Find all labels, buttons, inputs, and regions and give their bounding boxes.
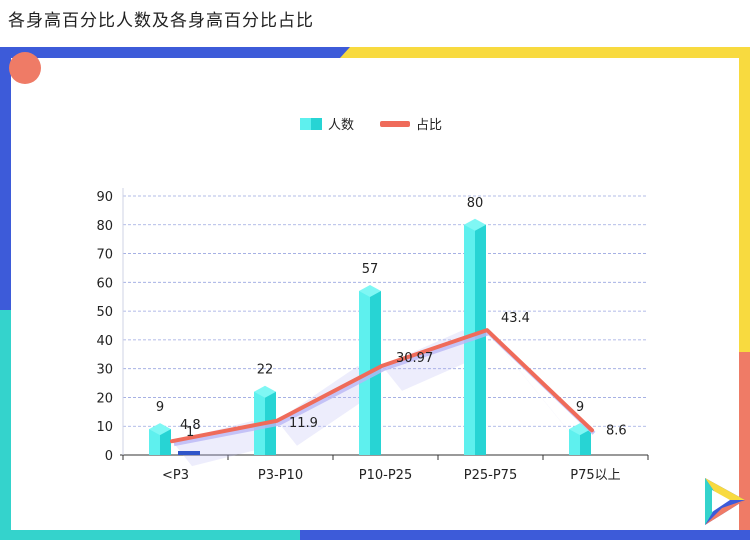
y-tick-label: 80 [96,219,113,234]
line-value-label: 11.9 [289,416,318,431]
legend-label-line: 占比 [416,118,442,133]
frame-right-yellow [739,47,750,357]
frame-bottom-blue [300,530,750,540]
bar-value-label: 22 [257,363,274,378]
small-bar [178,451,200,455]
y-tick-label: 40 [96,334,113,349]
line-value-label: 30.97 [396,351,433,366]
frame-right-coral [739,352,750,540]
bar-face-right [580,429,591,455]
line-value-label: 8.6 [606,423,627,438]
line-value-label: 4.8 [180,418,201,433]
y-tick-label: 20 [96,391,113,406]
bar-top [254,385,276,398]
bar-top [359,284,381,297]
legend: 人数 占比 [300,118,442,133]
bar-value-label: 9 [576,400,584,415]
y-tick-label: 90 [96,190,113,205]
bar-value-label: 9 [156,400,164,415]
line-shadow [487,330,588,456]
frame-corner-circle [9,52,41,84]
x-tick-label: <P3 [162,468,189,483]
bar [149,423,171,455]
y-tick-label: 50 [96,305,113,320]
frame-left-teal [0,310,11,540]
plot-area: 0 10 20 30 40 50 60 70 80 90 9 22 57 80 9 4.8 11.9 30.97 4… [96,188,649,483]
frame-top-yellow [340,47,750,58]
bar-top [464,218,486,231]
bar-face-right [475,224,486,455]
line-series [170,328,594,444]
line-value-label: 43.4 [501,311,530,326]
bar-value-label: 80 [467,196,484,211]
x-tick-label: P3-P10 [258,468,303,483]
bar-top [149,423,171,436]
x-tick-label: P25-P75 [464,468,517,483]
legend-label-bar: 人数 [328,118,354,133]
frame-bottom-teal [0,530,320,540]
bar-face-left [569,429,580,455]
extra-value-label: 1 [186,425,194,440]
bar-face-left [149,429,160,455]
bar-value-label: 57 [362,262,379,277]
frame-left-blue [0,47,11,317]
y-tick-label: 70 [96,248,113,263]
bar-face-right [160,429,171,455]
play-logo-icon [705,478,745,525]
x-tick-label: P10-P25 [359,468,412,483]
page-title: 各身高百分比人数及各身高百分比占比 [8,11,314,31]
y-tick-label: 60 [96,276,113,291]
x-tick-label: P75以上 [570,468,620,483]
y-tick-label: 30 [96,363,113,378]
y-tick-label: 10 [96,420,113,435]
y-tick-label: 0 [105,449,113,464]
legend-swatch-line [380,121,410,127]
